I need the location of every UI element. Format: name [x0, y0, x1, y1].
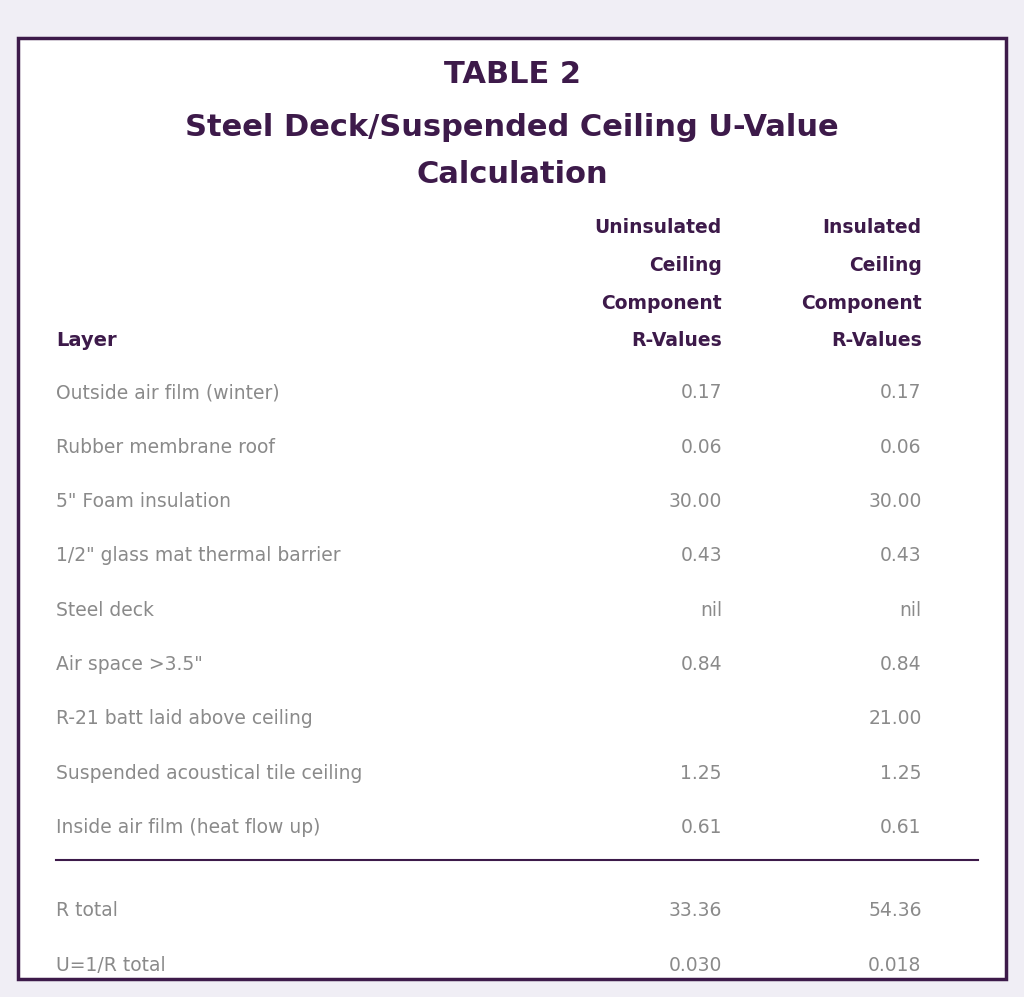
Text: 54.36: 54.36 — [868, 900, 922, 920]
Text: Ceiling: Ceiling — [849, 255, 922, 275]
FancyBboxPatch shape — [18, 38, 1006, 979]
Text: nil: nil — [899, 600, 922, 620]
Text: 0.06: 0.06 — [680, 438, 722, 457]
Text: TABLE 2: TABLE 2 — [443, 60, 581, 90]
Text: U=1/R total: U=1/R total — [56, 955, 166, 975]
Text: 0.43: 0.43 — [880, 546, 922, 565]
Text: 1.25: 1.25 — [880, 764, 922, 783]
Text: 33.36: 33.36 — [669, 900, 722, 920]
Text: R-Values: R-Values — [631, 331, 722, 351]
Text: 0.61: 0.61 — [680, 818, 722, 837]
Text: Ceiling: Ceiling — [649, 255, 722, 275]
Text: Outside air film (winter): Outside air film (winter) — [56, 383, 280, 403]
Text: Steel deck: Steel deck — [56, 600, 155, 620]
Text: 0.06: 0.06 — [880, 438, 922, 457]
Text: 0.84: 0.84 — [880, 655, 922, 674]
Text: 0.43: 0.43 — [680, 546, 722, 565]
Text: 21.00: 21.00 — [868, 709, 922, 729]
Text: 0.018: 0.018 — [868, 955, 922, 975]
Text: Layer: Layer — [56, 331, 117, 351]
Text: Calculation: Calculation — [416, 160, 608, 189]
Text: Uninsulated: Uninsulated — [595, 217, 722, 237]
Text: Air space >3.5": Air space >3.5" — [56, 655, 203, 674]
Text: Steel Deck/Suspended Ceiling U-Value: Steel Deck/Suspended Ceiling U-Value — [185, 113, 839, 143]
Text: Component: Component — [801, 293, 922, 313]
Text: 0.17: 0.17 — [880, 383, 922, 403]
Text: R-Values: R-Values — [830, 331, 922, 351]
Text: 1.25: 1.25 — [680, 764, 722, 783]
Text: Rubber membrane roof: Rubber membrane roof — [56, 438, 275, 457]
Text: Inside air film (heat flow up): Inside air film (heat flow up) — [56, 818, 321, 837]
Text: 1/2" glass mat thermal barrier: 1/2" glass mat thermal barrier — [56, 546, 341, 565]
Text: 0.84: 0.84 — [680, 655, 722, 674]
Text: Suspended acoustical tile ceiling: Suspended acoustical tile ceiling — [56, 764, 362, 783]
Text: 30.00: 30.00 — [868, 492, 922, 511]
Text: 0.17: 0.17 — [680, 383, 722, 403]
Text: 5" Foam insulation: 5" Foam insulation — [56, 492, 231, 511]
Text: Component: Component — [601, 293, 722, 313]
Text: 0.61: 0.61 — [880, 818, 922, 837]
Text: Insulated: Insulated — [822, 217, 922, 237]
Text: R-21 batt laid above ceiling: R-21 batt laid above ceiling — [56, 709, 313, 729]
Text: nil: nil — [699, 600, 722, 620]
Text: R total: R total — [56, 900, 118, 920]
Text: 0.030: 0.030 — [669, 955, 722, 975]
Text: 30.00: 30.00 — [669, 492, 722, 511]
